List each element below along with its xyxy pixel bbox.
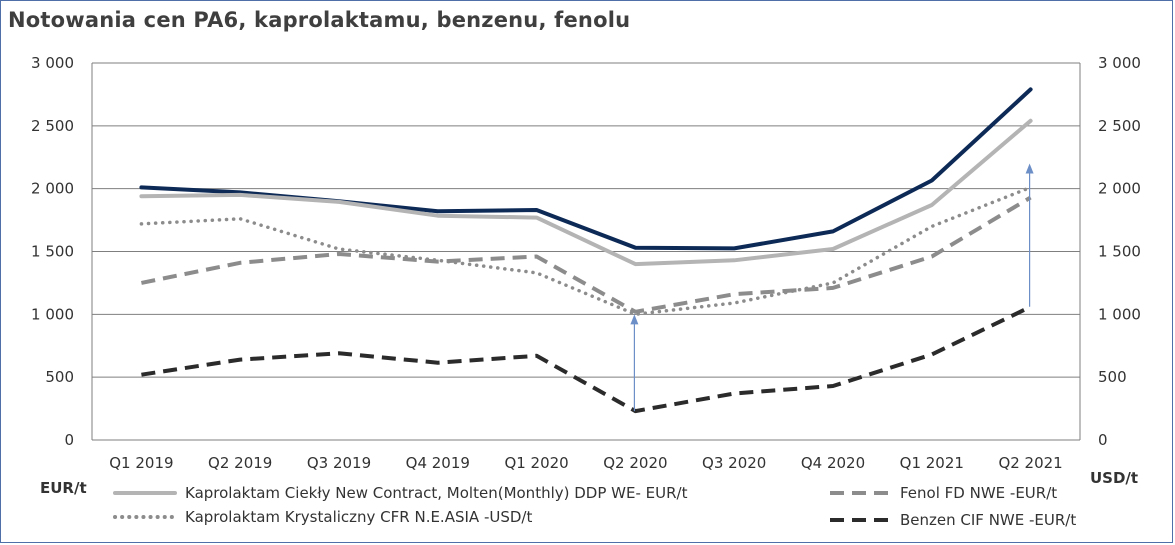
x-tick-label: Q2 2019 <box>208 454 272 472</box>
y-tick-label-left: 1 500 <box>31 243 74 261</box>
x-tick-label: Q1 2021 <box>900 454 964 472</box>
x-tick-label: Q3 2020 <box>702 454 766 472</box>
y-axis-left-unit: EUR/t <box>40 479 87 497</box>
y-tick-label-right: 3 000 <box>1098 54 1141 72</box>
series-line <box>139 87 1033 251</box>
y-axis-right-ticks: 0 500 1 000 1 500 2 000 2 500 3 000 <box>1098 54 1141 449</box>
legend-label: Kaprolaktam Krystaliczny CFR N.E.ASIA -U… <box>185 508 532 526</box>
series-line <box>139 118 1033 267</box>
x-tick-label: Q1 2019 <box>109 454 173 472</box>
y-tick-label-left: 2 500 <box>31 117 74 135</box>
legend-label: Kaprolaktam Ciekły New Contract, Molten(… <box>185 484 688 502</box>
series-line <box>139 185 1033 317</box>
y-axis-left-ticks: 0 500 1 000 1 500 2 000 2 500 3 000 <box>31 54 74 449</box>
chart-title: Notowania cen PA6, kaprolaktamu, benzenu… <box>8 8 631 32</box>
y-tick-label-right: 2 000 <box>1098 180 1141 198</box>
annotation-arrows <box>630 163 1034 412</box>
y-tick-label-right: 0 <box>1098 431 1108 449</box>
x-tick-label: Q3 2019 <box>307 454 371 472</box>
legend: Kaprolaktam Ciekły New Contract, Molten(… <box>113 484 1076 529</box>
legend-label: Benzen CIF NWE -EUR/t <box>900 511 1076 529</box>
annotation-arrow-head <box>1025 163 1034 174</box>
y-tick-label-right: 1 500 <box>1098 243 1141 261</box>
legend-label: Fenol FD NWE -EUR/t <box>900 484 1057 502</box>
x-tick-label: Q4 2019 <box>406 454 470 472</box>
y-axis-right-unit: USD/t <box>1090 469 1138 487</box>
y-tick-label-right: 2 500 <box>1098 117 1141 135</box>
y-tick-label-right: 500 <box>1098 368 1127 386</box>
x-tick-label: Q4 2020 <box>801 454 865 472</box>
y-tick-label-left: 1 000 <box>31 305 74 323</box>
series-line <box>141 304 1032 414</box>
y-tick-label-left: 3 000 <box>31 54 74 72</box>
x-tick-label: Q1 2020 <box>504 454 568 472</box>
y-tick-label-left: 0 <box>64 431 74 449</box>
x-tick-label: Q2 2020 <box>603 454 667 472</box>
x-tick-label: Q2 2021 <box>998 454 1062 472</box>
y-tick-label-left: 2 000 <box>31 180 74 198</box>
gridlines <box>91 62 1081 441</box>
y-tick-label-right: 1 000 <box>1098 305 1141 323</box>
annotation-arrow-head <box>630 314 639 325</box>
x-axis-ticks: Q1 2019 Q2 2019 Q3 2019 Q4 2019 Q1 2020 Q2 20… <box>109 454 1062 472</box>
y-tick-label-left: 500 <box>45 368 74 386</box>
series-lines <box>139 87 1033 414</box>
